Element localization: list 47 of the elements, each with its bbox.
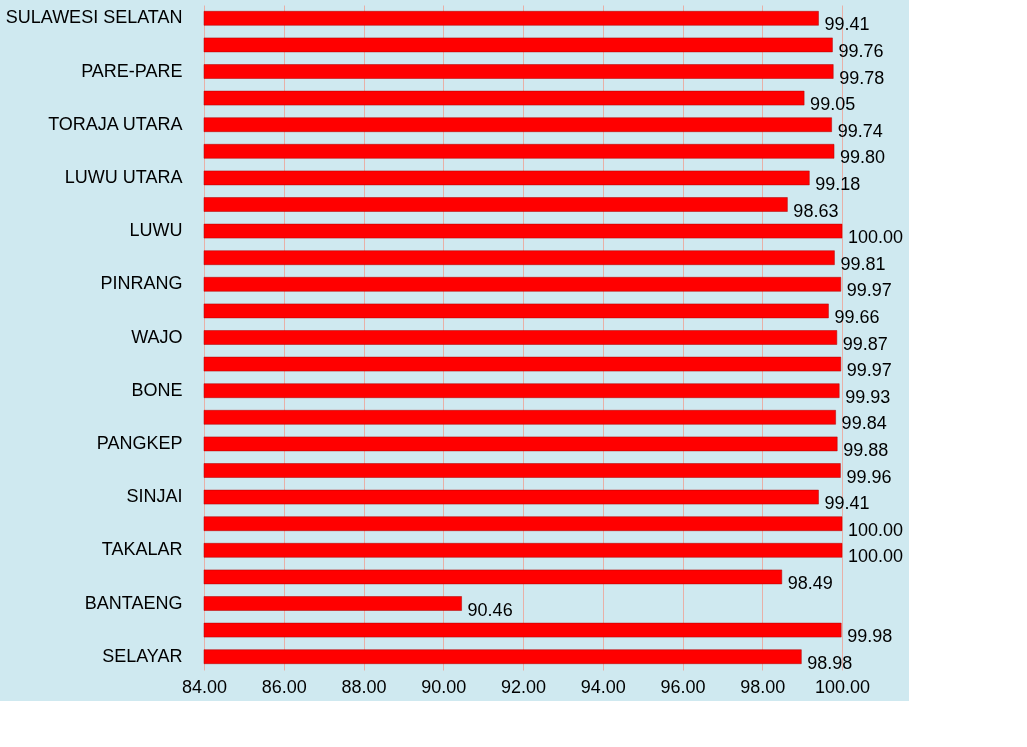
- data-label: 90.46: [467, 599, 513, 620]
- x-tick-label: 98.00: [740, 676, 786, 697]
- data-label: 100.00: [848, 519, 904, 540]
- y-tick-label: BONE: [131, 379, 183, 400]
- data-label: 99.80: [840, 147, 886, 168]
- y-tick-label: PANGKEP: [96, 432, 183, 453]
- data-label: 100.00: [848, 546, 904, 567]
- data-label: 99.93: [845, 386, 891, 407]
- data-label: 99.41: [824, 493, 870, 514]
- x-tick-label: 84.00: [181, 676, 228, 697]
- data-label: 99.05: [810, 94, 856, 115]
- data-label: 100.00: [848, 227, 904, 248]
- data-label: 98.63: [793, 200, 839, 221]
- y-tick-label: SELAYAR: [102, 645, 183, 666]
- data-label: 99.41: [824, 14, 870, 35]
- data-label: 99.98: [847, 626, 893, 647]
- x-tick-label: 86.00: [261, 676, 307, 697]
- data-label: 99.66: [834, 306, 880, 327]
- data-label: 99.97: [846, 360, 892, 381]
- x-tick-label: 94.00: [580, 676, 626, 697]
- data-label: 98.49: [787, 572, 833, 593]
- data-label: 99.87: [842, 333, 888, 354]
- y-tick-label: LUWU UTARA: [64, 166, 183, 187]
- y-tick-label: SINJAI: [126, 486, 183, 507]
- x-tick-label: 88.00: [341, 676, 387, 697]
- data-label: 99.76: [838, 40, 884, 61]
- data-label: 99.96: [846, 466, 892, 487]
- data-label: 99.81: [840, 253, 886, 274]
- y-tick-label: TAKALAR: [101, 539, 183, 560]
- x-tick-label: 92.00: [500, 676, 547, 697]
- data-label: 99.97: [846, 280, 892, 301]
- x-tick-label: 100.00: [814, 676, 871, 697]
- y-tick-label: SULAWESI SELATAN: [5, 7, 183, 28]
- y-tick-label: PARE-PARE: [81, 60, 183, 81]
- data-label: 99.88: [843, 439, 889, 460]
- y-tick-label: PINRANG: [100, 273, 183, 294]
- data-label: 98.98: [807, 652, 853, 673]
- data-label: 99.78: [839, 67, 885, 88]
- y-tick-label: WAJO: [131, 326, 183, 347]
- data-label: 99.84: [841, 413, 887, 434]
- data-label: 99.18: [815, 173, 861, 194]
- y-tick-label: LUWU: [129, 220, 183, 241]
- x-tick-label: 90.00: [421, 676, 467, 697]
- y-tick-label: TORAJA UTARA: [48, 113, 183, 134]
- data-label: 99.74: [837, 120, 883, 141]
- y-tick-label: BANTAENG: [84, 592, 183, 613]
- x-tick-label: 96.00: [660, 676, 706, 697]
